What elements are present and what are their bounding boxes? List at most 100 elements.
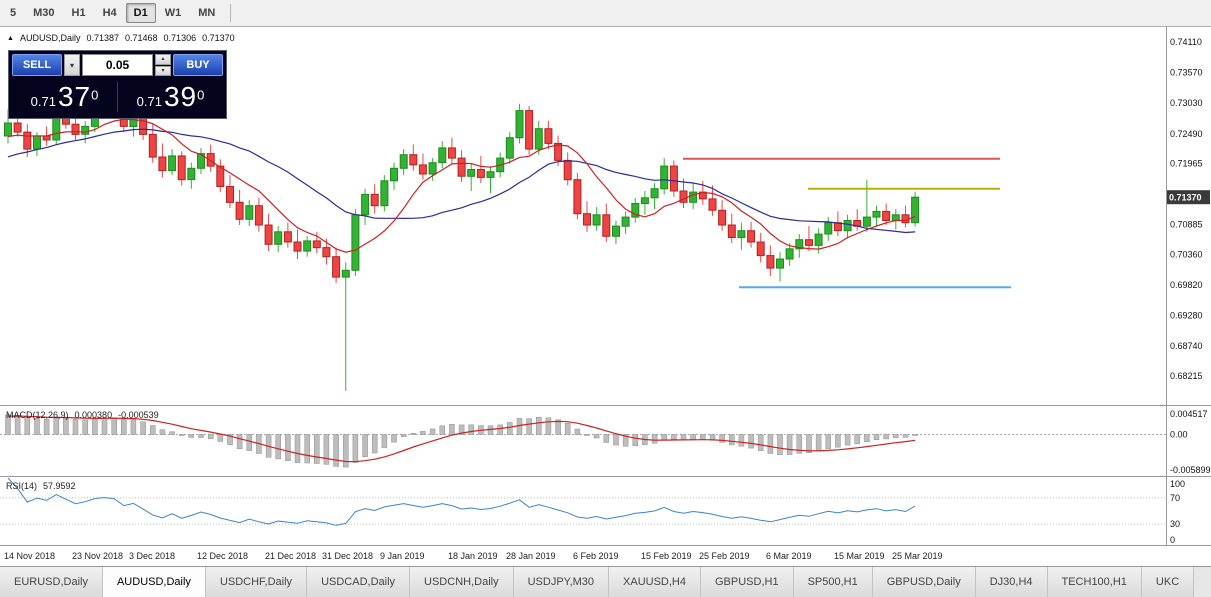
date-label: 14 Nov 2018	[4, 551, 56, 561]
chart-tab-bar: EURUSD,Daily AUDUSD,Daily USDCHF,Daily USDC…	[0, 566, 1211, 597]
svg-text:30: 30	[1170, 519, 1180, 529]
svg-text:0.00: 0.00	[1170, 430, 1188, 440]
date-label: 31 Dec 2018	[322, 551, 374, 561]
price-axis[interactable]: 0.74110 0.73570 0.73030 0.72490 0.71965 0.708…	[1170, 37, 1203, 381]
chevron-down-icon: ▾	[69, 60, 74, 70]
chart-tab-xauusd-h4[interactable]: XAUUSD,H4	[609, 567, 701, 597]
chart-tab-eurusd-daily[interactable]: EURUSD,Daily	[0, 567, 103, 597]
buy-button[interactable]: BUY	[173, 54, 223, 76]
volume-dropdown-button[interactable]: ▾	[64, 54, 80, 76]
svg-text:0.68215: 0.68215	[1170, 371, 1203, 381]
timeframe-button-5[interactable]: 5	[10, 7, 17, 19]
svg-text:-0.005899: -0.005899	[1170, 465, 1211, 475]
rsi-name: RSI(14)	[6, 481, 38, 491]
date-label: 9 Jan 2019	[380, 551, 425, 561]
chart-area: 0.74110 0.73570 0.73030 0.72490 0.71965 0.708…	[0, 27, 1211, 566]
svg-text:0.70360: 0.70360	[1170, 249, 1203, 259]
svg-text:0.71965: 0.71965	[1170, 159, 1203, 169]
macd-name: MACD(12,26,9)	[6, 410, 69, 420]
buy-price[interactable]: 0.71390	[118, 81, 223, 113]
date-label: 15 Feb 2019	[641, 551, 692, 561]
macd-main-value: 0.000380	[74, 410, 113, 420]
svg-text:0.68740: 0.68740	[1170, 341, 1203, 351]
date-label: 12 Dec 2018	[197, 551, 249, 561]
svg-text:0.74110: 0.74110	[1170, 37, 1202, 47]
svg-text:0.69280: 0.69280	[1170, 311, 1203, 321]
date-label: 23 Nov 2018	[72, 551, 124, 561]
rsi-value: 57.9592	[43, 481, 76, 491]
sell-price-pips: 37	[57, 81, 92, 112]
svg-text:0.70885: 0.70885	[1170, 220, 1203, 230]
timeframe-button-m30[interactable]: M30	[33, 7, 55, 19]
volume-down-button[interactable]: ▾	[155, 65, 171, 76]
timeframe-button-h4[interactable]: H4	[102, 7, 117, 19]
chart-tab-usdcnh-daily[interactable]: USDCNH,Daily	[410, 567, 514, 597]
date-label: 21 Dec 2018	[265, 551, 317, 561]
timeframe-button-w1[interactable]: W1	[164, 7, 182, 19]
date-label: 6 Feb 2019	[573, 551, 619, 561]
date-label: 25 Mar 2019	[892, 551, 943, 561]
timeframe-button-mn[interactable]: MN	[198, 7, 216, 19]
chart-tab-sp500-h1[interactable]: SP500,H1	[793, 567, 873, 597]
rsi-line	[7, 477, 916, 526]
buy-price-pipette: 0	[197, 87, 205, 103]
chevron-down-icon: ▾	[161, 67, 165, 74]
sell-button[interactable]: SELL	[12, 54, 62, 76]
buy-price-pips: 39	[163, 81, 198, 112]
one-click-trade-panel: SELL ▾ ▴ ▾ BUY 0.71370 0.71390	[8, 50, 227, 119]
volume-up-button[interactable]: ▴	[155, 54, 171, 65]
volume-input[interactable]	[82, 54, 153, 76]
date-label: 25 Feb 2019	[699, 551, 750, 561]
svg-text:0: 0	[1170, 535, 1175, 545]
toolbar-separator	[230, 4, 232, 22]
chart-tab-dj30-h4[interactable]: DJ30,H4	[975, 567, 1048, 597]
price-divider	[117, 82, 118, 112]
svg-text:0.69820: 0.69820	[1170, 280, 1203, 290]
chart-tab-usdcad-daily[interactable]: USDCAD,Daily	[307, 567, 411, 597]
price-chart[interactable]: 0.74110 0.73570 0.73030 0.72490 0.71965 0.708…	[0, 27, 1211, 546]
date-label: 18 Jan 2019	[448, 551, 498, 561]
svg-text:0.73570: 0.73570	[1170, 68, 1203, 78]
svg-text:0.72490: 0.72490	[1170, 129, 1203, 139]
macd-signal-line	[7, 415, 916, 463]
macd-signal-value: -0.000539	[118, 410, 159, 420]
symbol-marker-icon: ▲	[7, 34, 14, 42]
timeframe-button-d1[interactable]: D1	[125, 3, 156, 23]
ohlc-open: 0.71387	[86, 33, 119, 43]
timeframe-button-h1[interactable]: H1	[71, 7, 86, 19]
chevron-up-icon: ▴	[161, 56, 165, 63]
chart-tab-ukc[interactable]: UKC	[1141, 567, 1195, 597]
chart-tab-gbpusd-daily[interactable]: GBPUSD,Daily	[872, 567, 976, 597]
sell-price[interactable]: 0.71370	[12, 81, 117, 113]
svg-text:0.004517: 0.004517	[1170, 409, 1208, 419]
svg-text:0.73030: 0.73030	[1170, 98, 1203, 108]
chart-tab-tech100-h1[interactable]: TECH100,H1	[1047, 567, 1142, 597]
chart-title: ▲ AUDUSD,Daily 0.71387 0.71468 0.71306 0…	[7, 33, 235, 43]
sell-price-big-figure: 0.71	[30, 94, 56, 109]
ohlc-low: 0.71306	[163, 33, 197, 43]
svg-text:70: 70	[1170, 493, 1180, 503]
date-label: 15 Mar 2019	[834, 551, 885, 561]
chart-tab-audusd-daily[interactable]: AUDUSD,Daily	[102, 567, 206, 597]
ma-slow-line	[7, 128, 916, 234]
macd-histogram	[5, 414, 918, 468]
time-axis: 14 Nov 2018 23 Nov 2018 3 Dec 2018 12 Dec 2…	[0, 546, 1211, 566]
chart-tab-usdchf-daily[interactable]: USDCHF,Daily	[205, 567, 308, 597]
date-label: 6 Mar 2019	[766, 551, 812, 561]
ohlc-high: 0.71468	[125, 33, 158, 43]
ohlc-close: 0.71370	[202, 33, 235, 43]
date-label: 28 Jan 2019	[506, 551, 556, 561]
svg-text:100: 100	[1170, 479, 1185, 489]
chart-title-symbol: AUDUSD,Daily	[19, 33, 81, 43]
trendline-objects[interactable]	[683, 157, 1011, 289]
svg-text:0.71370: 0.71370	[1169, 193, 1202, 203]
volume-stepper: ▴ ▾	[155, 54, 171, 76]
chart-tab-usdjpy-m30[interactable]: USDJPY,M30	[513, 567, 610, 597]
rsi-indicator-label: RSI(14) 57.9592	[6, 481, 76, 491]
timeframe-toolbar: 5 M30 H1 H4 D1 W1 MN	[0, 0, 1211, 27]
sell-price-pipette: 0	[91, 87, 99, 103]
buy-price-big-figure: 0.71	[136, 94, 162, 109]
macd-indicator-label: MACD(12,26,9) 0.000380 -0.000539	[6, 410, 159, 420]
chart-tab-gbpusd-h1[interactable]: GBPUSD,H1	[701, 567, 794, 597]
